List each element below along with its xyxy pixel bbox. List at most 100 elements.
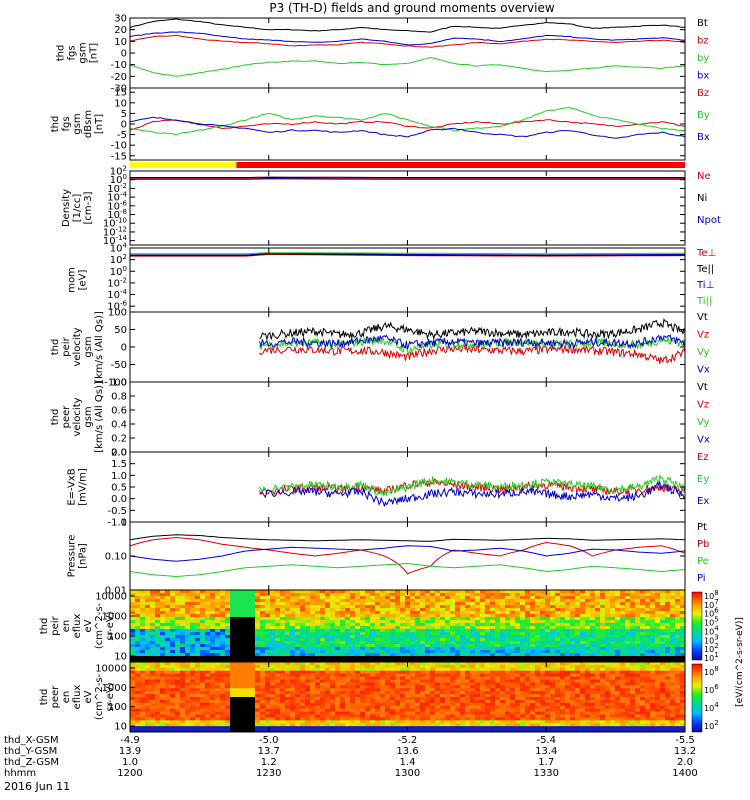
legend-entry: Pe [697, 556, 709, 567]
axis-tick-value: 13.4 [535, 746, 557, 757]
axis-tick-value: 13.7 [258, 746, 280, 757]
y-tick-label: 2.0 [111, 448, 127, 459]
y-tick-label: 10-6 [107, 300, 127, 313]
legend-entry: Vz [697, 330, 709, 341]
y-tick-label: 0.2 [111, 434, 127, 445]
series-line-Vx [259, 334, 685, 350]
y-tick-label: 1000 [102, 683, 127, 694]
y-tick-label: 15 [114, 88, 127, 99]
y-tick-label: 20 [114, 25, 127, 36]
colorbar-tick: 108 [704, 589, 719, 601]
series-line-Vz [259, 343, 685, 364]
spectrogram-peer_en_eflux [130, 662, 686, 733]
axis-row-label: thd_X-GSM [4, 735, 59, 746]
panel-frame [129, 170, 686, 246]
panel-peer_en_eflux: thdpeerenefluxeV(cm^2-s-sr-eV)10000 1000 1… [39, 661, 686, 733]
series-line-Ti⊥ [130, 252, 685, 256]
panel-ylabel: thdpeirenefluxeV(cm^2-s-sr-eV) [39, 602, 116, 649]
series-line-Vt [259, 317, 685, 341]
panel-ylabel: thdfgsgsm[nT] [56, 42, 100, 63]
colorbar-tick: 105 [704, 616, 719, 628]
legend-entry: by [697, 53, 709, 64]
legend: Vt Vz Vy Vx [697, 312, 710, 376]
colorbar-lower [691, 663, 703, 733]
panel-density: Density[1/cc][cm-3]10210010-210-410-610-… [61, 165, 721, 248]
y-tick-label: 10-12 [103, 225, 127, 238]
legend-entry: Bt [697, 18, 708, 29]
panel-frame [129, 381, 686, 453]
legend-entry: Ez [697, 452, 709, 463]
y-tick-label: 1.5 [111, 459, 127, 470]
panel-ylabel: E=-VxB[mV/m] [67, 468, 89, 506]
axis-tick-value: 1200 [117, 768, 142, 779]
y-tick-label: 10-8 [107, 208, 127, 221]
y-tick-label: 0 [121, 120, 127, 131]
legend-entry: Ey [697, 474, 709, 485]
axis-row-label: thd_Y-GSM [4, 746, 57, 757]
series-line-by [130, 56, 685, 77]
panel-ylabel: thdpeervelocitygsm[km/s (All Qs)] [50, 381, 105, 453]
series-line-Pi [130, 545, 685, 562]
y-tick-label: 1000 [102, 612, 127, 623]
panel-ylabel: mom[eV] [67, 267, 89, 293]
legend: Ez Ey Ex [697, 452, 709, 507]
y-tick-label: 5 [121, 109, 127, 120]
legend-entry: Pi [697, 573, 706, 584]
y-tick-label: 0.5 [111, 483, 127, 494]
legend-entry: Pt [697, 522, 707, 533]
y-tick-label: 10 [114, 98, 127, 109]
y-tick-label: 10-6 [107, 199, 127, 212]
y-tick-label: 1 [121, 518, 127, 529]
y-tick-label: 1.0 [111, 471, 127, 482]
series-line-Ey [259, 473, 685, 497]
panel-frame [129, 87, 686, 161]
y-tick-label: 100 [108, 631, 127, 642]
legend-entry: By [697, 110, 710, 121]
legend: Bt bz by bx [697, 18, 709, 82]
series-line-Ex [259, 480, 685, 507]
axis-tick-value: 1.4 [400, 757, 416, 768]
y-tick-label: 100 [110, 265, 127, 278]
axis-tick-value: 1.0 [122, 757, 138, 768]
colorbar-tick: 104 [704, 624, 719, 636]
y-tick-label: -10 [111, 141, 127, 152]
y-tick-label: 0.4 [111, 420, 127, 431]
legend-entry: Ni [697, 193, 707, 204]
y-tick-label: -15 [111, 151, 127, 162]
axis-tick-value: 1330 [534, 768, 559, 779]
legend-entry: bz [697, 36, 709, 47]
colorbar-tick: 102 [704, 719, 719, 731]
flag-segment [130, 162, 237, 168]
legend-entry: Ti⊥ [696, 280, 714, 291]
axis-tick-value: -5.4 [536, 735, 556, 746]
series-line-Bz [130, 119, 685, 131]
series-line-Npot [130, 178, 685, 180]
panel-peir_en_eflux: thdpeirenefluxeV(cm^2-s-sr-eV)10000 1000 1… [39, 589, 686, 663]
legend-entry: Vy [697, 347, 710, 358]
colorbar-tick: 107 [704, 598, 719, 610]
legend-entry: Vt [697, 382, 708, 393]
y-tick-label: 100 [108, 308, 127, 319]
axis-tick-value: 1.2 [261, 757, 277, 768]
colorbar-tick: 104 [704, 701, 719, 713]
legend-entry: bx [697, 71, 709, 82]
legend: Ne Ni Npot [697, 171, 721, 226]
series-line-By [130, 106, 685, 136]
colorbar-tick: 103 [704, 633, 719, 645]
legend: Te⊥ Te|| Ti⊥ Ti|| [696, 248, 716, 307]
colorbar-tick: 101 [704, 651, 719, 663]
y-tick-label: -0.5 [107, 506, 127, 517]
y-tick-label: 10 [114, 37, 127, 48]
series-line-Te|| [130, 253, 685, 257]
y-tick-label: 0.0 [111, 448, 127, 459]
axis-tick-value: 13.9 [119, 746, 141, 757]
y-tick-label: -1.0 [107, 518, 127, 529]
y-tick-label: 0.01 [105, 586, 127, 597]
series-line-Pe [130, 562, 685, 578]
series-line-Ti|| [130, 252, 685, 255]
colorbar: 108107106105104103102101108106104102[eV/… [691, 589, 745, 733]
spectrogram-peir_en_eflux [130, 590, 686, 663]
series-line-Pb [130, 536, 685, 575]
y-tick-label: 104 [110, 242, 128, 255]
series-line-bx [130, 31, 685, 46]
